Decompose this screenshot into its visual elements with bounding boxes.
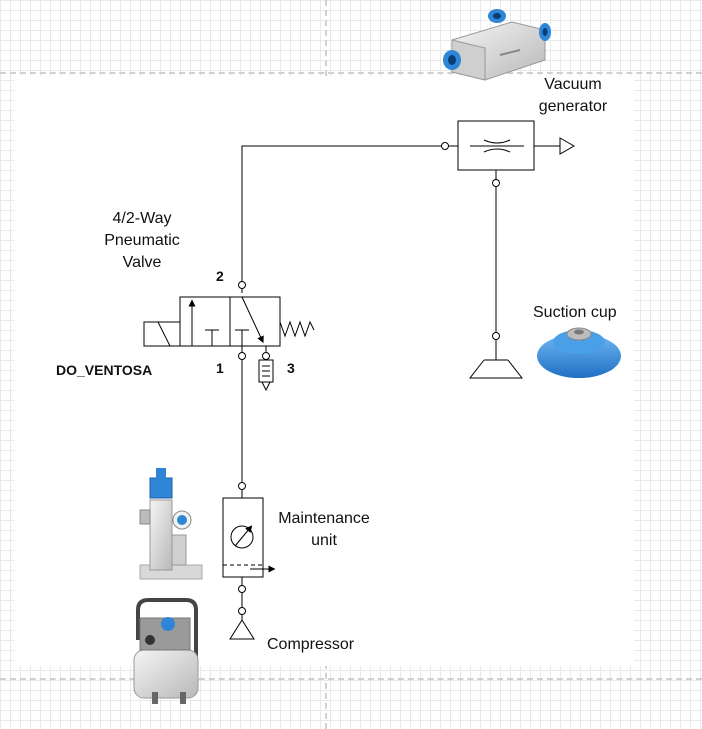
- port-1-label: 1: [216, 360, 224, 376]
- guide-line-horizontal-bottom: [0, 678, 702, 680]
- maintenance-unit-symbol: [222, 482, 276, 593]
- valve-label: 4/2-Way Pneumatic Valve: [104, 210, 180, 271]
- vacuum-generator-image: [443, 9, 551, 81]
- suction-cup-label: Suction cup: [533, 304, 617, 321]
- port-2-label: 2: [216, 268, 224, 284]
- diagram-canvas: [14, 76, 634, 666]
- guide-line-horizontal: [0, 72, 702, 74]
- maintenance-unit-label: Maintenance unit: [278, 510, 370, 549]
- compressor-label: Compressor: [267, 636, 355, 653]
- compressor-image: [133, 598, 199, 704]
- vacuum-generator-label: Vacuum generator: [538, 76, 608, 115]
- port-3-label: 3: [287, 360, 295, 376]
- suction-cup-image: [537, 327, 621, 378]
- vacuum-generator-symbol: [441, 120, 576, 187]
- suction-cup-symbol: [468, 332, 524, 379]
- valve-symbol: [143, 281, 315, 392]
- signal-label: DO_VENTOSA: [56, 362, 153, 378]
- compressor-symbol: [229, 607, 255, 640]
- maintenance-unit-image: [139, 468, 203, 580]
